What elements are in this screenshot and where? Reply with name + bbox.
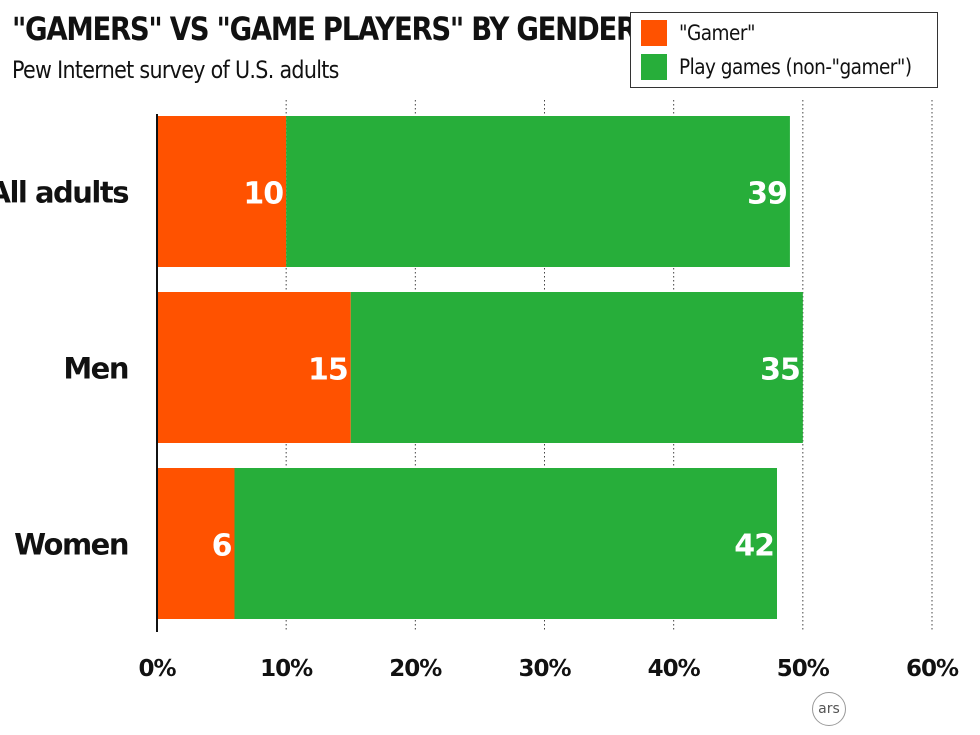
data-label-0-0: 10	[243, 177, 283, 212]
legend-item-gamer: "Gamer"	[641, 19, 765, 47]
legend-swatch-gamer	[641, 20, 667, 46]
x-tick-label-60: 60%	[906, 656, 959, 682]
data-label-2-1: 42	[734, 529, 774, 564]
data-label-0-1: 39	[747, 177, 787, 212]
bar-0-series-1	[286, 116, 790, 267]
bar-2-series-0	[157, 468, 235, 619]
chart-title: "GAMERS" VS "GAME PLAYERS" BY GENDER	[12, 10, 637, 48]
category-label-0: All adults	[0, 176, 128, 210]
chart-subtitle: Pew Internet survey of U.S. adults	[12, 56, 339, 84]
legend: "Gamer" Play games (non-"gamer")	[630, 12, 938, 88]
legend-label-gamer: "Gamer"	[679, 21, 755, 45]
data-label-1-0: 15	[308, 353, 348, 388]
x-tick-label-10: 10%	[260, 656, 313, 682]
x-tick-label-0: 0%	[138, 656, 176, 682]
x-tick-label-50: 50%	[777, 656, 830, 682]
data-label-2-0: 6	[212, 529, 232, 564]
legend-swatch-play-games	[641, 54, 667, 80]
legend-item-play-games: Play games (non-"gamer")	[641, 53, 943, 81]
ars-logo: ars	[812, 692, 846, 726]
x-tick-label-30: 30%	[518, 656, 571, 682]
x-tick-label-40: 40%	[648, 656, 701, 682]
bar-0-series-0	[157, 116, 287, 267]
data-label-1-1: 35	[760, 353, 800, 388]
bar-2-series-1	[234, 468, 777, 619]
bar-1-series-1	[350, 292, 803, 443]
x-tick-label-20: 20%	[389, 656, 442, 682]
category-label-2: Women	[14, 528, 128, 562]
bar-1-series-0	[157, 292, 351, 443]
legend-label-play-games: Play games (non-"gamer")	[679, 55, 912, 79]
category-label-1: Men	[63, 352, 128, 386]
